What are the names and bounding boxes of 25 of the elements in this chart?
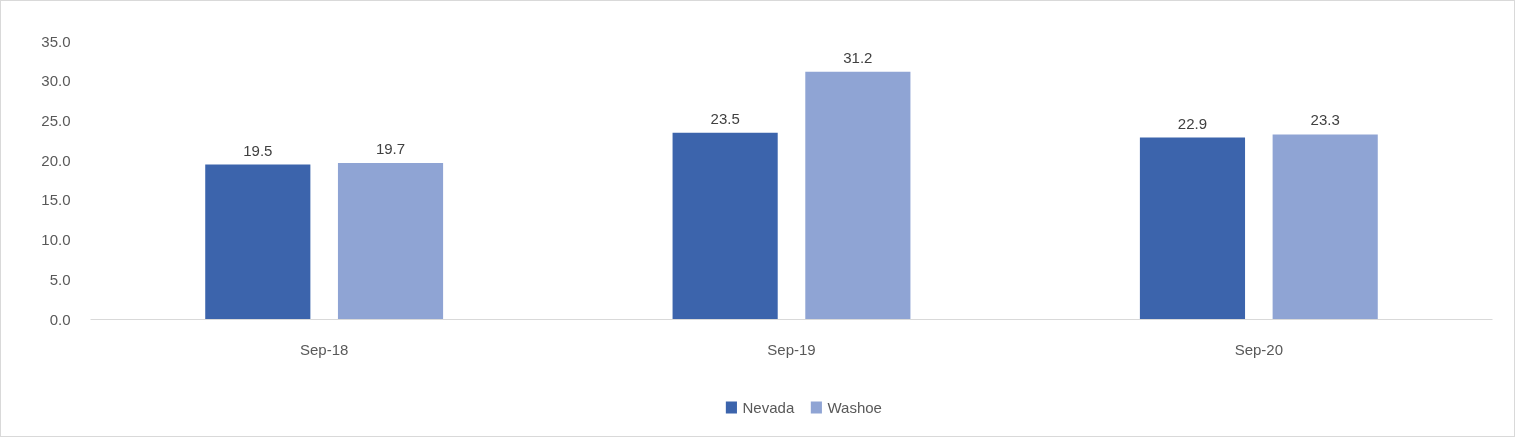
bar [672, 132, 778, 320]
bar [205, 164, 311, 320]
x-tick-label: Sep-19 [767, 340, 816, 358]
x-tick-label: Sep-18 [299, 340, 349, 358]
data-label: 23.5 [710, 109, 740, 127]
y-tick-label: 5.0 [49, 270, 71, 288]
data-label: 23.3 [1310, 111, 1340, 129]
bar [1272, 134, 1378, 320]
y-tick-label: 20.0 [41, 151, 71, 169]
bar [337, 163, 444, 320]
y-tick-label: 15.0 [41, 191, 71, 209]
data-label: 19.7 [375, 140, 406, 158]
y-tick-label: 25.0 [41, 111, 71, 129]
legend-label: Nevada [742, 399, 795, 416]
data-label: 22.9 [1177, 114, 1208, 132]
y-tick-label: 30.0 [41, 72, 71, 90]
bar [805, 71, 911, 320]
y-tick-label: 0.0 [49, 310, 71, 328]
data-label: 19.5 [243, 141, 273, 159]
y-tick-label: 35.0 [41, 32, 71, 50]
y-tick-label: 10.0 [41, 231, 71, 249]
data-label: 31.2 [843, 48, 873, 66]
bar [1139, 137, 1246, 320]
legend-label: Washoe [827, 399, 882, 416]
x-tick-label: Sep-20 [1234, 340, 1284, 358]
